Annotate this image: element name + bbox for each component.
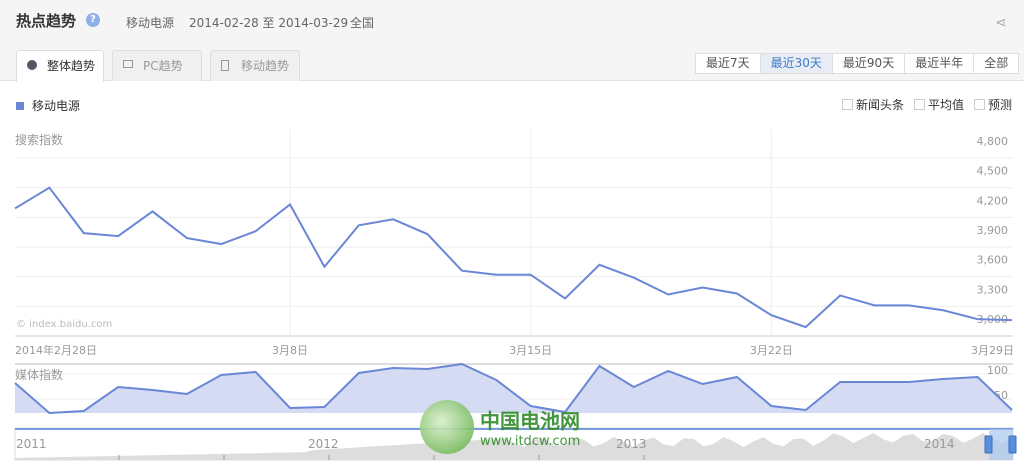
keyword-label: 移动电源 [126, 16, 175, 30]
navigator-handle-right[interactable] [1008, 435, 1017, 454]
share-icon[interactable]: ⋖ [995, 15, 1007, 31]
phone-icon [221, 60, 229, 71]
legend-label: 移动电源 [32, 99, 81, 113]
navigator-area [15, 433, 1013, 460]
range-7d[interactable]: 最近7天 [706, 56, 750, 70]
x-tick-label: 2014年2月28日 [15, 343, 97, 357]
navigator-year-label: 2013 [616, 437, 647, 451]
checkbox[interactable] [841, 99, 853, 110]
option-forecast[interactable]: 预测 [973, 96, 1012, 113]
option-news[interactable]: 新闻头条 [841, 96, 904, 113]
media-index-label: 媒体指数 [15, 367, 63, 382]
tab-mobile[interactable]: 移动趋势 [210, 50, 300, 81]
y-tick-label: 3,900 [977, 224, 1009, 237]
tab-label: 移动趋势 [241, 59, 290, 73]
tab-label: 整体趋势 [47, 59, 96, 73]
plot-area [15, 129, 1013, 336]
navigator-year-label: 2012 [308, 437, 339, 451]
watermark-url: www.itdcw.com [480, 434, 581, 449]
y-tick-label: 4,800 [977, 135, 1009, 148]
date-range: 2014-02-28 至 2014-03-29 [189, 16, 349, 30]
option-label: 预测 [987, 98, 1012, 112]
region-label: 全国 [350, 16, 375, 30]
checkbox[interactable] [973, 99, 985, 110]
search-index-line [14, 186, 1013, 329]
y-tick-label: 4,500 [977, 165, 1009, 178]
page-title: 热点趋势 [16, 12, 77, 30]
media-y-tick: 100 [987, 364, 1008, 377]
navigator-year-label: 2011 [16, 437, 47, 451]
y-tick-label: 3,300 [977, 283, 1009, 296]
media-index-area [15, 364, 1012, 413]
range-half-year[interactable]: 最近半年 [904, 54, 973, 73]
option-average[interactable]: 平均值 [913, 96, 964, 113]
site-logo-icon [420, 400, 474, 454]
chart-watermark: © index.baidu.com [16, 319, 112, 330]
navigator-year-label: 2014 [924, 437, 955, 451]
monitor-icon [123, 60, 133, 68]
x-tick-label: 3月29日 [971, 344, 1014, 357]
tab-overall[interactable]: 整体趋势 [16, 50, 104, 82]
y-tick-label: 4,200 [977, 194, 1009, 207]
x-tick-label: 3月22日 [750, 344, 793, 357]
y-tick-label: 3,600 [977, 254, 1009, 267]
range-30d[interactable]: 最近30天 [759, 54, 832, 73]
legend-swatch [16, 102, 24, 110]
option-label: 新闻头条 [855, 98, 904, 112]
chart-legend[interactable]: 移动电源 [16, 97, 80, 114]
time-range-group: 最近7天 最近30天 最近90天 最近半年 全部 [695, 53, 1020, 74]
tab-pc[interactable]: PC趋势 [112, 50, 202, 81]
site-watermark: 中国电池网 www.itdcw.com [420, 400, 580, 454]
option-label: 平均值 [927, 98, 964, 112]
tab-label: PC趋势 [143, 59, 183, 73]
x-tick-label: 3月8日 [272, 344, 308, 357]
checkbox[interactable] [913, 99, 925, 110]
range-all[interactable]: 全部 [973, 54, 1018, 73]
media-index-line [14, 362, 1013, 415]
help-icon[interactable]: ? [86, 13, 100, 27]
watermark-name: 中国电池网 [480, 409, 580, 433]
range-90d[interactable]: 最近90天 [831, 54, 904, 73]
pie-icon [27, 60, 37, 70]
navigator-handle-left[interactable] [984, 435, 993, 454]
search-index-label: 搜索指数 [15, 132, 63, 147]
x-tick-label: 3月15日 [509, 344, 552, 357]
